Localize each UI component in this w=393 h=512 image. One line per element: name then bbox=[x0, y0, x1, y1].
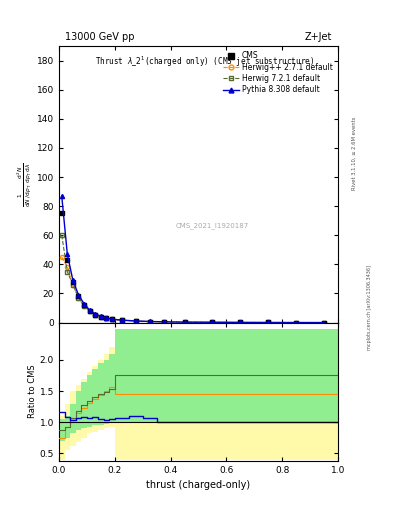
Text: Thrust $\lambda\_2^1$(charged only) (CMS jet substructure): Thrust $\lambda\_2^1$(charged only) (CMS… bbox=[95, 54, 314, 69]
Text: CMS_2021_I1920187: CMS_2021_I1920187 bbox=[176, 222, 249, 229]
Text: Z+Jet: Z+Jet bbox=[305, 32, 332, 42]
Text: 13000 GeV pp: 13000 GeV pp bbox=[64, 32, 134, 42]
X-axis label: thrust (charged-only): thrust (charged-only) bbox=[147, 480, 250, 490]
Y-axis label: Ratio to CMS: Ratio to CMS bbox=[28, 365, 37, 418]
Y-axis label: $\frac{1}{\mathrm{d}N\,/\,\mathrm{d}p_\mathrm{T}}\,\frac{\mathrm{d}^2N}{\mathrm{: $\frac{1}{\mathrm{d}N\,/\,\mathrm{d}p_\m… bbox=[16, 162, 34, 207]
Text: mcplots.cern.ch [arXiv:1306.3436]: mcplots.cern.ch [arXiv:1306.3436] bbox=[367, 265, 373, 350]
Text: Rivet 3.1.10, ≥ 2.6M events: Rivet 3.1.10, ≥ 2.6M events bbox=[352, 117, 357, 190]
Legend: CMS, Herwig++ 2.7.1 default, Herwig 7.2.1 default, Pythia 8.308 default: CMS, Herwig++ 2.7.1 default, Herwig 7.2.… bbox=[222, 50, 334, 96]
